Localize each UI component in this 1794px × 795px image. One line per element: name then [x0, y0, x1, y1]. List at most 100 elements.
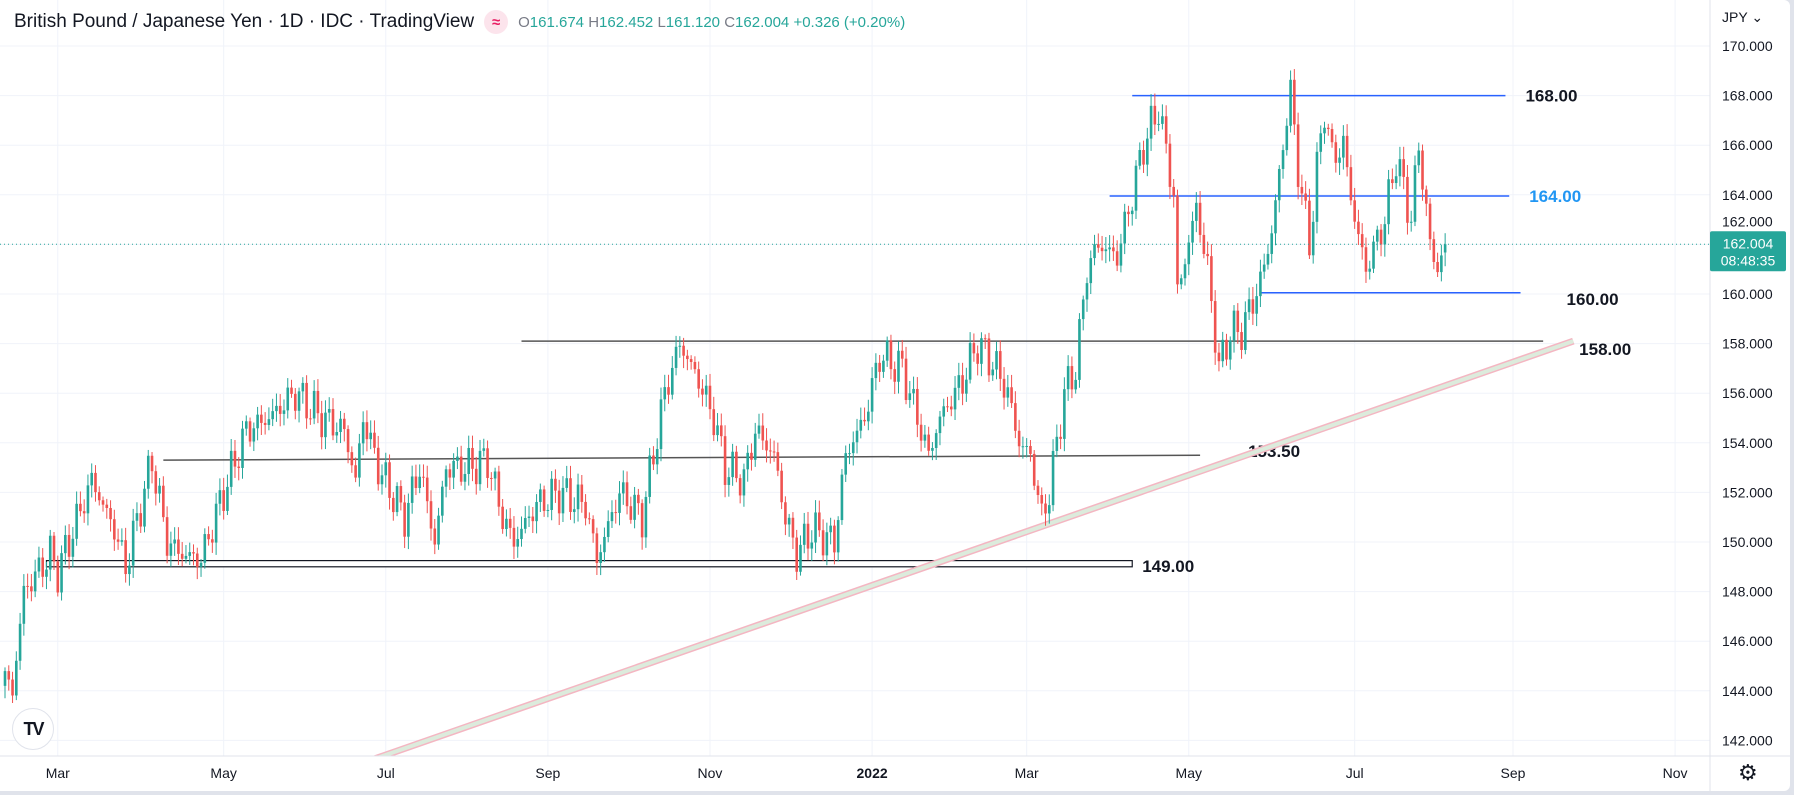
candle — [523, 506, 527, 534]
candle-body — [1100, 247, 1104, 252]
market-status-icon[interactable]: ≈ — [484, 10, 509, 34]
candle-body — [380, 475, 384, 485]
candle — [1202, 222, 1206, 259]
candle-body — [1195, 202, 1198, 221]
candle-body — [150, 455, 154, 472]
candle-body — [554, 478, 557, 491]
time-tick-label: May — [1176, 765, 1202, 781]
candle — [1093, 234, 1096, 266]
candle — [33, 559, 37, 598]
candle-body — [203, 534, 207, 563]
price-tick-label: 170.000 — [1722, 38, 1773, 54]
candle — [1228, 336, 1232, 370]
candle-body — [1443, 244, 1447, 253]
candle-body — [1097, 244, 1100, 248]
candle-body — [546, 509, 550, 511]
candle-body — [1311, 221, 1315, 256]
candle — [829, 517, 832, 545]
candle-body — [787, 517, 791, 525]
candle-body — [735, 451, 738, 479]
candle — [542, 485, 546, 517]
level-label: 164.00 — [1529, 187, 1581, 206]
candle — [437, 507, 440, 550]
candle-body — [3, 671, 7, 686]
candle-body — [885, 340, 889, 361]
candle-body — [1379, 229, 1383, 245]
candle-body — [882, 360, 885, 372]
time-tick-label: Nov — [1663, 765, 1688, 781]
gear-icon[interactable]: ⚙ — [1738, 760, 1758, 785]
candle — [931, 442, 934, 461]
candle-body — [1391, 179, 1394, 184]
candle-body — [942, 406, 946, 417]
candle — [1330, 123, 1334, 148]
candle-body — [1240, 332, 1243, 350]
candle — [878, 354, 881, 382]
candle-body — [211, 539, 214, 543]
candle — [1036, 480, 1040, 504]
candle-body — [113, 519, 116, 540]
candle-body — [252, 428, 256, 442]
candle — [912, 376, 915, 405]
candle-body — [897, 350, 900, 382]
candle-body — [293, 393, 297, 411]
candle-body — [1417, 150, 1421, 166]
candle — [1104, 237, 1108, 264]
candle — [1044, 494, 1047, 526]
candle — [652, 446, 655, 471]
candle — [350, 446, 354, 473]
candle-body — [512, 527, 516, 547]
candle — [1308, 188, 1311, 260]
candle-body — [633, 494, 636, 520]
candle — [365, 410, 369, 452]
candle-body — [840, 474, 844, 521]
candle-body — [1293, 79, 1296, 125]
candle-body — [128, 565, 131, 575]
candle — [1255, 283, 1258, 327]
candle — [1428, 198, 1432, 251]
candle-body — [1319, 133, 1323, 152]
candle-body — [222, 490, 225, 511]
candle — [497, 465, 501, 516]
candle — [791, 512, 795, 550]
candle-body — [802, 523, 806, 545]
symbol-title[interactable]: British Pound / Japanese Yen · 1D · IDC … — [14, 11, 475, 32]
candle — [1436, 252, 1439, 278]
tradingview-logo[interactable]: TV — [12, 708, 54, 750]
candle-body — [712, 409, 716, 436]
candle — [169, 531, 173, 567]
candle — [7, 665, 11, 691]
candle-body — [395, 486, 399, 513]
candle-body — [90, 472, 94, 486]
candle-body — [1198, 202, 1202, 235]
candle-body — [444, 469, 448, 487]
candle — [433, 519, 437, 555]
candle-body — [603, 536, 606, 553]
candle — [252, 422, 256, 452]
candle-body — [82, 511, 86, 514]
candle-body — [1202, 234, 1206, 254]
candle — [1364, 237, 1368, 283]
candle — [1247, 287, 1251, 320]
candle — [177, 527, 180, 565]
candle — [1326, 123, 1330, 136]
candle-body — [682, 345, 685, 356]
candle-body — [1247, 299, 1251, 313]
candle-body — [742, 469, 746, 496]
candle — [1123, 203, 1126, 255]
candle-body — [678, 345, 682, 347]
open-label: O — [518, 13, 530, 31]
candle — [987, 332, 991, 382]
candle — [610, 500, 614, 528]
candle — [71, 526, 75, 568]
candle-body — [983, 338, 987, 340]
candle-body — [1029, 445, 1032, 454]
candle-body — [859, 419, 863, 431]
candle-body — [407, 502, 410, 537]
currency-selector[interactable]: JPY ⌄ — [1722, 9, 1763, 26]
candle — [124, 527, 127, 583]
candle-body — [1315, 151, 1319, 222]
candle — [282, 399, 286, 426]
